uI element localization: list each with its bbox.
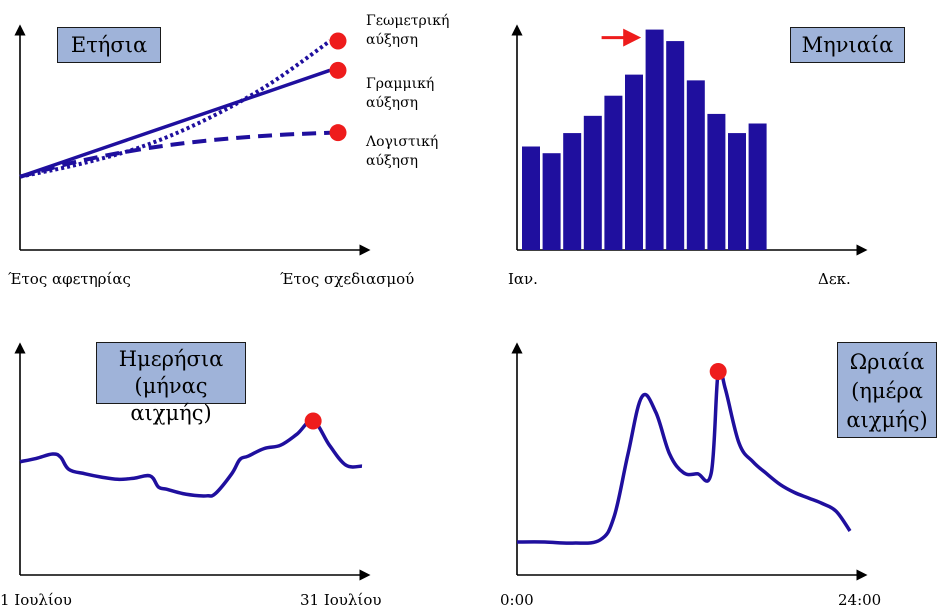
annual-series-endpoint-0	[329, 32, 347, 50]
annual-x-end-label: Έτος σχεδιασμού	[280, 270, 415, 288]
daily-title-box: Ημερήσια (μήνας αιχμής)	[96, 342, 246, 425]
monthly-title-box: Μηνιαία	[790, 27, 905, 63]
series-label-linear: Γραμμική αύξηση	[366, 75, 434, 113]
monthly-bar	[522, 146, 540, 250]
daily-chart	[19, 412, 363, 498]
monthly-bar	[542, 153, 561, 250]
annual-title-box: Ετήσια	[57, 27, 161, 63]
monthly-bar	[563, 133, 582, 250]
monthly-bar	[686, 80, 705, 250]
hourly-title-line3: αιχμής)	[846, 408, 928, 432]
hourly-x-start-label: 0:00	[500, 591, 534, 609]
annual-series-line-1	[19, 68, 331, 179]
series-label-geometric: Γεωμετρική αύξηση	[366, 12, 449, 50]
hourly-title-line1: Ωριαία	[849, 350, 925, 374]
daily-peak-marker	[304, 412, 322, 430]
daily-x-end-label: 31 Ιουλίου	[300, 591, 382, 609]
annual-title: Ετήσια	[70, 33, 148, 57]
series-label-logistic-line2: αύξηση	[366, 153, 419, 169]
axes-annual	[14, 24, 371, 256]
daily-series-line	[19, 419, 363, 498]
annual-series-line-2	[19, 130, 331, 179]
monthly-x-start-label: Ιαν.	[508, 270, 538, 288]
series-label-logistic-line1: Λογιστική	[366, 134, 439, 150]
series-label-linear-line2: αύξηση	[366, 95, 419, 111]
monthly-bar	[604, 95, 623, 250]
annual-chart	[19, 32, 347, 179]
monthly-title: Μηνιαία	[801, 33, 894, 57]
monthly-bar	[707, 113, 726, 251]
monthly-bar	[666, 41, 685, 251]
daily-title-line1: Ημερήσια	[118, 347, 224, 371]
annual-series-endpoint-1	[329, 61, 347, 79]
hourly-title-line2: (ημέρα	[851, 379, 923, 403]
hourly-chart	[516, 363, 852, 545]
monthly-bar	[728, 133, 746, 250]
hourly-peak-marker	[709, 363, 727, 380]
hourly-series-line	[516, 364, 852, 545]
series-label-logistic: Λογιστική αύξηση	[366, 133, 438, 171]
axes-hourly	[511, 342, 868, 581]
monthly-bar	[645, 29, 664, 251]
annual-series-endpoint-2	[329, 124, 347, 142]
series-label-linear-line1: Γραμμική	[366, 76, 435, 92]
hourly-title-box: Ωριαία (ημέρα αιχμής)	[837, 342, 937, 438]
monthly-bar	[748, 123, 767, 250]
annual-x-start-label: Έτος αφετηρίας	[8, 270, 131, 288]
series-label-geometric-line2: αύξηση	[366, 32, 419, 48]
monthly-chart	[522, 28, 767, 251]
monthly-x-end-label: Δεκ.	[818, 270, 851, 288]
monthly-bar	[625, 74, 643, 250]
series-label-geometric-line1: Γεωμετρική	[366, 13, 450, 29]
daily-title-line2: (μήνας αιχμής)	[130, 374, 212, 425]
monthly-bar	[583, 115, 602, 250]
annual-series-line-0	[19, 39, 332, 179]
hourly-x-end-label: 24:00	[838, 591, 882, 609]
daily-x-start-label: 1 Ιουλίου	[0, 591, 72, 609]
